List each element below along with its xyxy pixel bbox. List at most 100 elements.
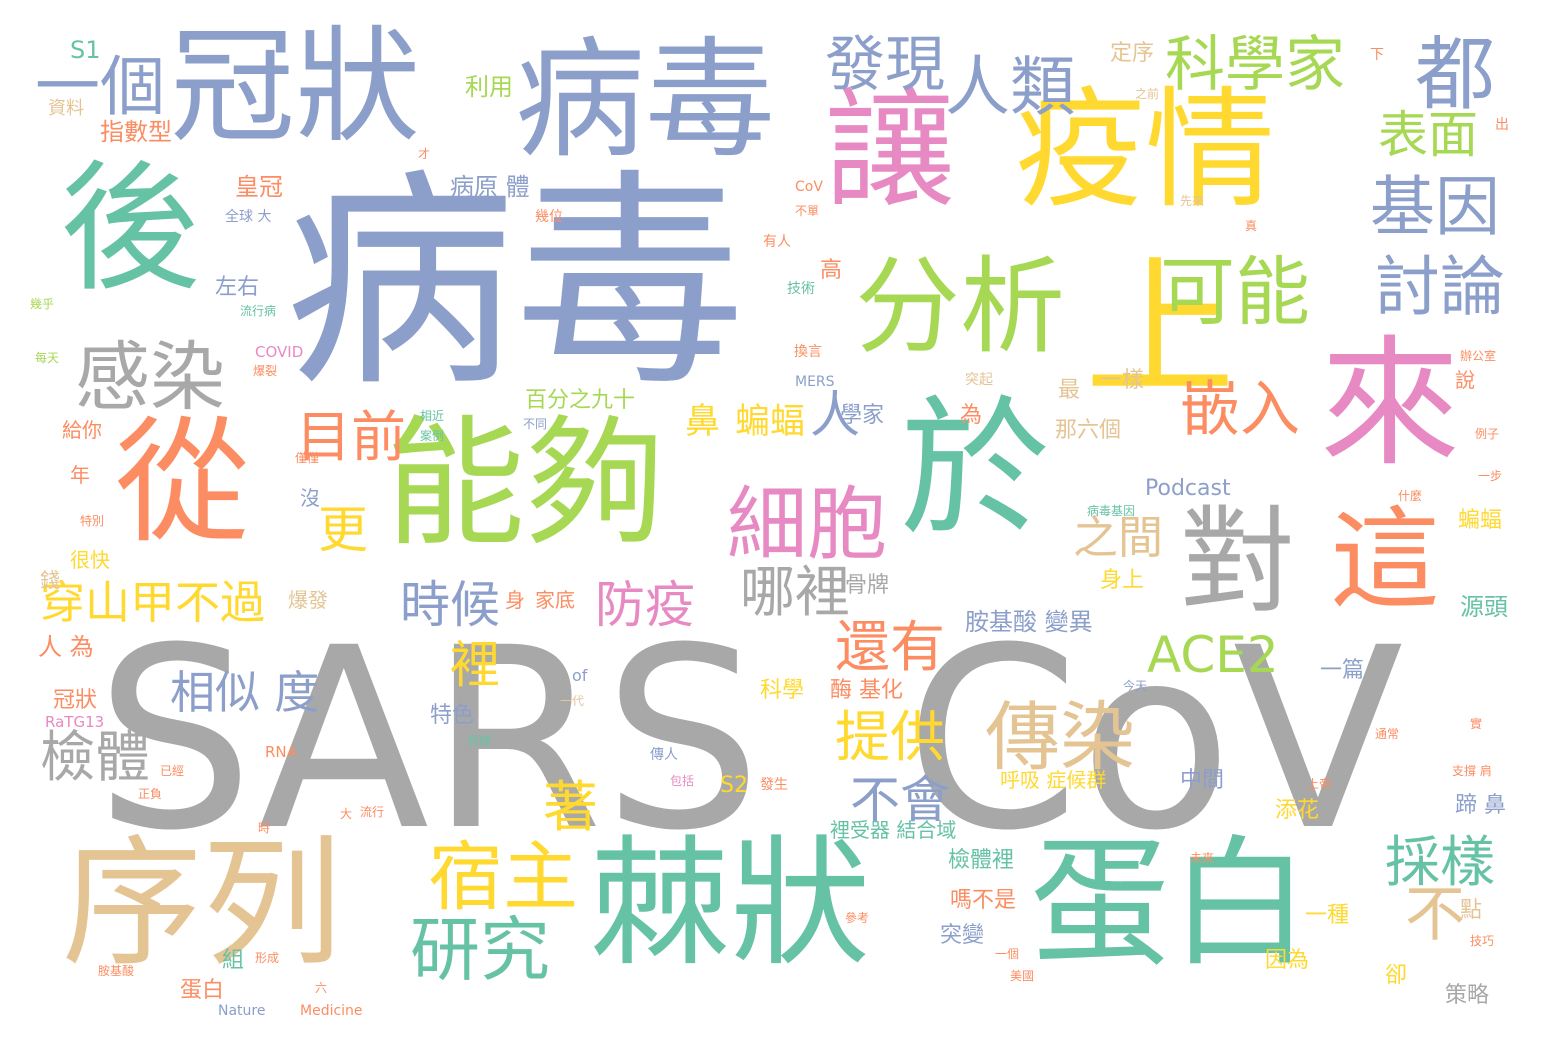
word-jizhuang: 棘狀 [590, 823, 871, 986]
word-danbai2: 蛋白 [180, 978, 225, 1003]
word-jishu: 技術 [787, 281, 815, 297]
word-zhijian: 之間 [1073, 511, 1164, 564]
word-celve: 策略 [1445, 983, 1490, 1008]
word-xiangjin: 相近 [420, 409, 445, 423]
word-s1: S1 [70, 36, 101, 64]
word-liuxing: 流行 [360, 805, 385, 819]
word-bingduJiyin: 病毒基因 [1087, 504, 1136, 518]
word-gupai: 骨牌 [845, 573, 890, 598]
word-cov2: CoV [795, 179, 823, 195]
word-yiyang2: 一個 [995, 947, 1020, 961]
word-bangongshi: 辦公室 [1460, 349, 1497, 363]
word-mabushi: 嗎不是 [950, 888, 1017, 913]
word-tongyang: 同樣 [467, 734, 492, 748]
word-ren: 人 [810, 386, 860, 444]
word-li: 裡 [450, 636, 500, 694]
word-jianti: 檢體 [40, 725, 151, 789]
word-dingxu: 定序 [1110, 41, 1155, 66]
word-tibi: 蹄 鼻 [1455, 793, 1506, 818]
word-ratg13: RaTG13 [45, 713, 105, 731]
word-medicine: Medicine [300, 1003, 363, 1019]
word-yinwei: 因為 [1265, 948, 1310, 973]
word-chu: 出 [1495, 117, 1509, 133]
word-fasheng: 發生 [760, 777, 788, 793]
word-mugian: 目前 [296, 405, 407, 469]
word-buhui: 不會 [850, 771, 950, 829]
word-yipian: 一篇 [1320, 658, 1365, 683]
word-keneng: 可能 [1160, 248, 1311, 336]
word-podcast: Podcast [1145, 476, 1231, 501]
word-kexue: 科學 [760, 678, 805, 703]
word-fangyi: 防疫 [595, 576, 695, 634]
word-youren: 有人 [763, 234, 791, 250]
word-mers: MERS [795, 374, 835, 390]
word-guanzhuang: 冠狀 [170, 15, 420, 160]
word-yibu: 一步 [1478, 469, 1503, 483]
word-liyong: 利用 [465, 73, 513, 101]
word-cov: CoV [905, 594, 1404, 885]
word-hixi: 呼吸 症候群 [1000, 768, 1107, 792]
word-gao: 高 [820, 258, 843, 283]
word-xia: 下 [1370, 47, 1384, 63]
word-hou: 後 [60, 148, 201, 311]
word-wu: 六 [315, 981, 328, 995]
word-dui: 對 [1180, 495, 1296, 629]
word-quanqiu: 全球 大 [225, 209, 272, 225]
word-zhe: 這 [1330, 496, 1440, 624]
word-guanzhuang2: 冠狀 [53, 688, 98, 713]
word-huanyan: 換言 [794, 344, 822, 360]
word-shang: 上 [1085, 243, 1236, 417]
word-jiqiao: 技巧 [1470, 934, 1495, 948]
word-suzhu: 宿主 [428, 833, 579, 921]
word-geini: 給你 [62, 418, 102, 442]
word-chuanren: 傳人 [650, 747, 678, 763]
word-zui: 最 [1058, 378, 1081, 403]
word-anjisuan2: 胺基酸 [98, 964, 135, 978]
word-que: 卻 [1385, 963, 1408, 988]
word-huanyou: 還有 [835, 615, 946, 679]
word-naliuge: 那六個 [1055, 418, 1122, 443]
word-huangguan: 皇冠 [235, 173, 283, 201]
word-renwei: 人 為 [38, 633, 94, 661]
word-meiguo: 美國 [1010, 969, 1035, 983]
word-zu: 組 [222, 948, 245, 973]
word-of: of [572, 666, 588, 685]
word-jinri: 今天 [1123, 679, 1148, 693]
word-bingyuanti: 病原 體 [450, 173, 530, 201]
word-cong: 從 [115, 404, 250, 561]
word-tubian: 突變 [940, 923, 985, 948]
word-biaomian: 表面 [1378, 106, 1478, 164]
word-shenshang: 身上 [1100, 568, 1145, 593]
word-wei: 為 [960, 403, 983, 428]
word-xulie: 序列 [62, 823, 343, 986]
word-danbai: 蛋白 [1030, 823, 1311, 986]
word-jinjin: 僅僅 [295, 451, 320, 465]
word-ziliao: 資料 [48, 98, 84, 119]
word-jiantili: 檢體裡 [948, 848, 1015, 873]
word-nali: 哪裡 [740, 560, 851, 624]
word-geng: 更 [318, 501, 368, 559]
word-yige: 一個 [35, 50, 166, 125]
word-zhongjian: 中間 [1180, 768, 1225, 793]
word-bi: 鼻 [685, 402, 721, 442]
word-zhishuxing: 指數型 [100, 118, 172, 146]
word-tigong: 提供 [835, 705, 946, 769]
word-s2: S2 [720, 773, 748, 798]
word-ace2: ACE2 [1147, 626, 1279, 684]
word-xianlai: 先來 [1180, 194, 1205, 208]
word-rang: 讓 [825, 74, 956, 226]
word-shenme: 什麼 [1398, 489, 1423, 503]
word-te: 特別 [80, 514, 105, 528]
word-tese: 特色 [430, 703, 475, 728]
word-da: 大 [340, 807, 353, 821]
word-faxian: 發現 [825, 30, 945, 100]
word-bingdu-main: 病毒 [285, 151, 746, 418]
word-anli: 案例 [420, 429, 445, 443]
word-caiyang: 採樣 [1385, 830, 1496, 894]
word-tuqi: 突起 [965, 372, 993, 388]
word-canba: 參考 [845, 911, 870, 925]
word-qian: 錢 [40, 568, 60, 592]
word-yizhong: 一種 [1305, 903, 1350, 928]
word-yuantou: 源頭 [1460, 593, 1508, 621]
